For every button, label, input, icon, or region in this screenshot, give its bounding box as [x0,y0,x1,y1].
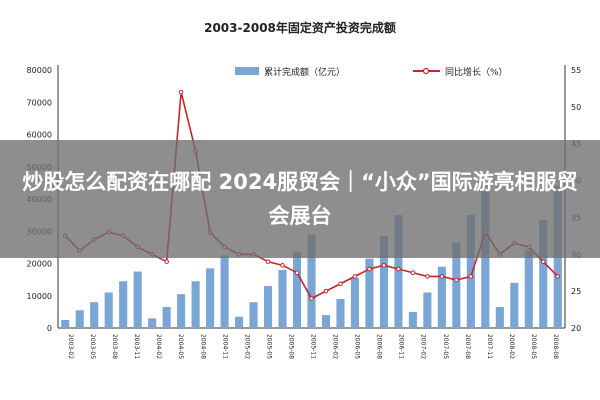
line-point [280,263,285,268]
legend-bar-swatch [235,67,259,75]
y-right-tick-label: 20 [571,324,581,333]
line-point [323,288,329,294]
line-point [352,274,358,279]
line-point [410,270,416,276]
bar [162,307,171,328]
bar [423,292,432,328]
line-point [381,263,387,268]
bar [437,266,446,328]
line-point [294,270,300,276]
bar [177,294,186,328]
line-point [425,274,430,279]
x-tick-label: 2007-05 [442,334,449,359]
bar [104,292,113,328]
bar [191,281,200,328]
bar [148,318,157,328]
bar [408,311,417,328]
line-point [396,266,401,272]
x-tick-label: 2006-11 [398,334,405,359]
line-point [309,296,314,301]
bar [307,234,316,328]
x-tick-label: 2005-02 [243,334,250,359]
bar [350,278,360,328]
bar [263,286,273,328]
x-tick-label: 2004-11 [221,334,228,359]
bar [510,282,519,328]
x-tick-label: 2003-02 [67,334,74,359]
y-left-tick-label: 10000 [27,292,52,301]
bar [75,310,84,328]
y-left-tick-label: 80000 [27,66,52,75]
x-tick-label: 2006-02 [332,334,339,359]
line-point [164,259,169,264]
bar [235,316,244,328]
y-left-tick-label: 70000 [27,98,52,107]
line-point [468,274,474,279]
bar [278,269,287,328]
bar [321,315,331,328]
bar [539,219,548,328]
bar [133,271,142,328]
x-tick-label: 2006-08 [376,334,383,359]
y-right-tick-label: 55 [571,66,581,75]
y-left-tick-label: 20000 [27,260,52,269]
bar [292,252,302,328]
y-right-tick-label: 50 [571,103,581,112]
y-left-tick-label: 60000 [27,131,52,140]
bar [206,268,215,328]
line-point [265,259,271,264]
line-point [454,277,459,283]
line-point [439,274,445,279]
x-tick-label: 2008-05 [530,334,537,359]
x-tick-label: 2004-05 [177,334,184,359]
x-tick-label: 2007-02 [420,334,427,359]
legend: 累计完成额（亿元） 同比增长（%） [235,66,508,78]
bar [524,250,533,328]
bar [90,302,99,328]
line-point [540,259,546,264]
bar [119,281,128,328]
x-tick-label: 2007-11 [486,334,493,359]
x-tick-label: 2005-05 [265,334,272,359]
bar [452,242,461,328]
headline-text[interactable]: 炒股怎么配资在哪配 2024服贸会｜“小众”国际游亮相服贸会展台 [22,170,578,228]
x-tick-label: 2003-08 [111,334,118,359]
x-tick-label: 2003-11 [133,334,140,359]
x-tick-label: 2006-05 [354,334,361,359]
headline-banner[interactable]: 炒股怎么配资在哪配 2024服贸会｜“小众”国际游亮相服贸会展台 [0,140,600,258]
x-tick-label: 2007-08 [464,334,471,359]
line-point [338,281,343,287]
bar [220,255,229,328]
bar [379,236,388,328]
bar [365,258,374,328]
bar [481,189,490,328]
legend-line-label: 同比增长（%） [445,66,508,78]
bar [466,215,475,328]
line-point [555,274,561,279]
line-point [178,89,184,95]
x-tick-label: 2008-02 [508,334,515,359]
chart-title: 2003-2008年固定资产投资完成额 [204,20,396,35]
x-tick-label: 2005-08 [287,334,294,359]
x-tick-label: 2004-08 [199,334,206,359]
bar [249,302,258,328]
x-tick-label: 2008-08 [552,334,559,359]
bar [394,215,403,328]
x-tick-label: 2004-02 [155,334,162,359]
legend-line-marker [422,67,430,75]
x-tick-label: 2003-05 [89,334,96,359]
line-point [367,266,372,272]
bar [61,319,70,328]
y-left-tick-label: 0 [47,324,52,333]
x-tick-label: 2005-11 [310,334,317,359]
bar [495,307,504,328]
legend-bar-label: 累计完成额（亿元） [264,66,345,78]
y-right-tick-label: 25 [571,287,581,296]
bar [336,298,345,328]
